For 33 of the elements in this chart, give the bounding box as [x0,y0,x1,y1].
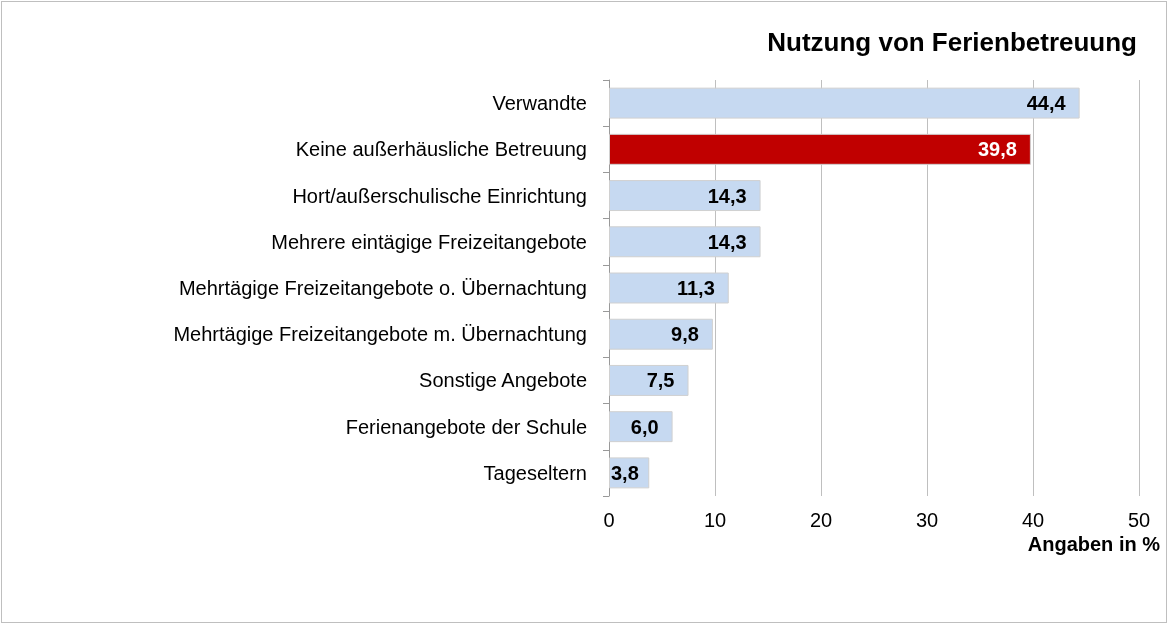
bar [609,87,1080,119]
data-label: 11,3 [676,277,715,299]
data-label: 6,0 [630,415,659,438]
chart-title: Nutzung von Ferienbetreuung [767,27,1137,57]
y-tick-label: Hort/außerschulische Einrichtung [292,184,587,207]
x-axis-title: Angaben in % [1027,533,1161,555]
data-label: 3,8 [611,461,639,484]
y-tick-label: Mehrtägige Freizeitangebote m. Übernachtung [173,323,587,346]
x-tick-label: 10 [703,509,727,531]
data-label: 7,5 [646,369,675,392]
data-label: 39,8 [977,138,1017,161]
bar [609,133,1031,165]
y-tick-label: Mehrtägige Freizeitangebote o. Übernachtung [178,277,587,299]
bar [609,318,713,350]
data-label: 9,8 [671,323,699,346]
bar [609,272,729,304]
data-label: 44,4 [1026,92,1067,115]
bar [609,180,761,212]
data-label: 14,3 [707,230,747,253]
bar [609,226,761,258]
x-tick-label: 0 [603,509,615,531]
data-label: 14,3 [707,184,747,207]
y-tick-label: Verwandte [492,92,587,115]
bar [609,364,689,396]
y-tick-label: Mehrere eintägige Freizeitangebote [271,230,587,253]
y-tick-label: Keine außerhäusliche Betreuung [295,138,587,161]
x-tick-label: 40 [1021,509,1045,531]
y-tick-label: Sonstige Angebote [419,369,587,392]
y-tick-label: Tageseltern [483,461,587,484]
x-tick-label: 30 [915,509,939,531]
x-tick-label: 20 [809,509,833,531]
y-tick-label: Ferienangebote der Schule [345,415,587,438]
x-tick-label: 50 [1127,509,1151,531]
